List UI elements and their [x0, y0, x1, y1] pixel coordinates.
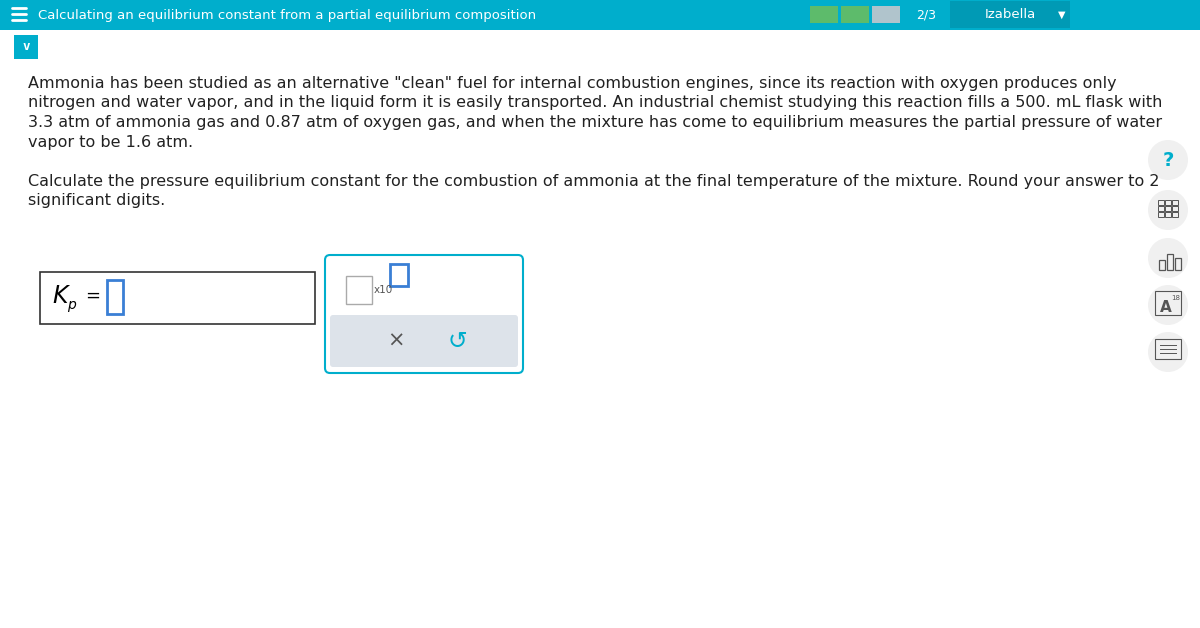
Text: 2/3: 2/3	[916, 9, 936, 21]
FancyBboxPatch shape	[346, 276, 372, 304]
Text: v: v	[23, 40, 30, 53]
Text: ▼: ▼	[1058, 10, 1066, 20]
Text: Izabella: Izabella	[984, 9, 1036, 21]
Circle shape	[1148, 190, 1188, 230]
Text: Calculating an equilibrium constant from a partial equilibrium composition: Calculating an equilibrium constant from…	[38, 9, 536, 21]
Text: ↺: ↺	[448, 329, 468, 353]
Text: A: A	[1160, 300, 1172, 315]
Text: nitrogen and water vapor, and in the liquid form it is easily transported. An in: nitrogen and water vapor, and in the liq…	[28, 95, 1163, 111]
Circle shape	[1148, 285, 1188, 325]
FancyBboxPatch shape	[872, 6, 900, 23]
FancyBboxPatch shape	[950, 1, 1070, 28]
FancyBboxPatch shape	[330, 315, 518, 367]
Text: vapor to be 1.6 atm.: vapor to be 1.6 atm.	[28, 134, 193, 149]
FancyBboxPatch shape	[810, 6, 838, 23]
Circle shape	[1148, 140, 1188, 180]
Circle shape	[1148, 332, 1188, 372]
Text: 18: 18	[1171, 295, 1181, 301]
Text: Ammonia has been studied as an alternative "clean" fuel for internal combustion : Ammonia has been studied as an alternati…	[28, 76, 1117, 91]
FancyBboxPatch shape	[0, 0, 1200, 30]
FancyBboxPatch shape	[14, 35, 38, 59]
Circle shape	[1148, 238, 1188, 278]
Text: =: =	[85, 287, 101, 305]
FancyBboxPatch shape	[841, 6, 869, 23]
Text: $\mathit{K}$: $\mathit{K}$	[53, 284, 72, 308]
FancyBboxPatch shape	[107, 280, 124, 314]
Text: ×: ×	[388, 331, 404, 351]
Text: significant digits.: significant digits.	[28, 193, 166, 208]
Text: ?: ?	[1163, 151, 1174, 170]
Text: x10: x10	[374, 285, 394, 295]
Text: 3.3 atm of ammonia gas and 0.87 atm of oxygen gas, and when the mixture has come: 3.3 atm of ammonia gas and 0.87 atm of o…	[28, 115, 1162, 130]
FancyBboxPatch shape	[325, 255, 523, 373]
FancyBboxPatch shape	[390, 264, 408, 286]
Text: $\mathit{p}$: $\mathit{p}$	[67, 298, 77, 313]
Text: Calculate the pressure equilibrium constant for the combustion of ammonia at the: Calculate the pressure equilibrium const…	[28, 174, 1159, 189]
FancyBboxPatch shape	[40, 272, 314, 324]
